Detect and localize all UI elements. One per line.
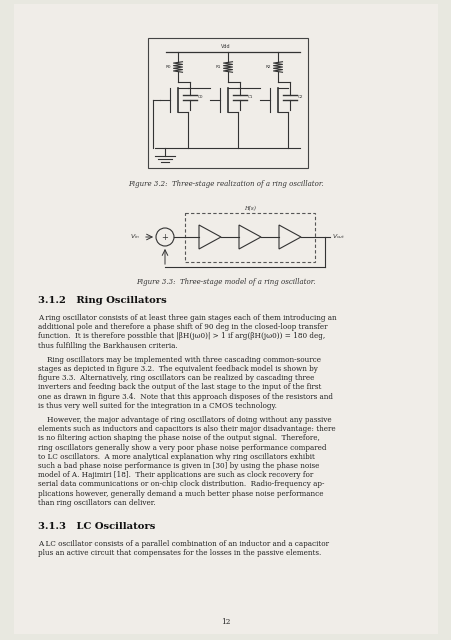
Text: such a bad phase noise performance is given in [30] by using the phase noise: such a bad phase noise performance is gi… — [38, 462, 319, 470]
Text: than ring oscillators can deliver.: than ring oscillators can deliver. — [38, 499, 155, 507]
Text: inverters and feeding back the output of the last stage to the input of the firs: inverters and feeding back the output of… — [38, 383, 321, 392]
Text: A ring oscillator consists of at least three gain stages each of them introducin: A ring oscillator consists of at least t… — [38, 314, 336, 322]
Text: additional pole and therefore a phase shift of 90 deg in the closed-loop transfe: additional pole and therefore a phase sh… — [38, 323, 327, 332]
Text: serial data communications or on-chip clock distribution.  Radio-frequency ap-: serial data communications or on-chip cl… — [38, 481, 324, 488]
Text: elements such as inductors and capacitors is also their major disadvantage: ther: elements such as inductors and capacitor… — [38, 425, 335, 433]
Text: Vdd: Vdd — [221, 44, 230, 49]
Text: C2: C2 — [297, 95, 303, 99]
Text: stages as depicted in figure 3.2.  The equivalent feedback model is shown by: stages as depicted in figure 3.2. The eq… — [38, 365, 317, 373]
Text: Figure 3.2:  Three-stage realization of a ring oscillator.: Figure 3.2: Three-stage realization of a… — [128, 180, 323, 188]
Text: R1: R1 — [215, 65, 221, 69]
Text: However, the major advantage of ring oscillators of doing without any passive: However, the major advantage of ring osc… — [38, 416, 331, 424]
Text: +: + — [161, 232, 168, 241]
Text: 12: 12 — [221, 618, 230, 626]
Text: R2: R2 — [265, 65, 271, 69]
Text: model of A. Hajimiri [18].  Their applications are such as clock recovery for: model of A. Hajimiri [18]. Their applica… — [38, 471, 313, 479]
Bar — [147, 38, 307, 168]
Text: 3.1.2   Ring Oscillators: 3.1.2 Ring Oscillators — [38, 296, 166, 305]
Text: to LC oscillators.  A more analytical explanation why ring oscillators exhibit: to LC oscillators. A more analytical exp… — [38, 453, 314, 461]
Text: C1: C1 — [248, 95, 253, 99]
Text: plications however, generally demand a much better phase noise performance: plications however, generally demand a m… — [38, 490, 323, 498]
Text: H(s): H(s) — [244, 206, 255, 211]
Text: $V_{out}$: $V_{out}$ — [331, 232, 345, 241]
Text: 3.1.3   LC Oscillators: 3.1.3 LC Oscillators — [38, 522, 155, 531]
Text: is no filtering action shaping the phase noise of the output signal.  Therefore,: is no filtering action shaping the phase… — [38, 435, 319, 442]
Text: plus an active circuit that compensates for the losses in the passive elements.: plus an active circuit that compensates … — [38, 549, 321, 557]
Text: is thus very well suited for the integration in a CMOS technology.: is thus very well suited for the integra… — [38, 402, 276, 410]
Text: ring oscillators generally show a very poor phase noise performance compared: ring oscillators generally show a very p… — [38, 444, 326, 452]
Text: Figure 3.3:  Three-stage model of a ring oscillator.: Figure 3.3: Three-stage model of a ring … — [136, 278, 315, 286]
Bar — [184, 213, 314, 262]
Text: Ring oscillators may be implemented with three cascading common-source: Ring oscillators may be implemented with… — [38, 356, 320, 364]
Text: $V_{in}$: $V_{in}$ — [130, 232, 140, 241]
Text: R0: R0 — [165, 65, 170, 69]
Text: figure 3.3.  Alternatively, ring oscillators can be realized by cascading three: figure 3.3. Alternatively, ring oscillat… — [38, 374, 314, 382]
Text: one as drawn in figure 3.4.  Note that this approach disposes of the resistors a: one as drawn in figure 3.4. Note that th… — [38, 392, 332, 401]
Text: A LC oscillator consists of a parallel combination of an inductor and a capacito: A LC oscillator consists of a parallel c… — [38, 540, 328, 548]
Text: function.  It is therefore possible that |βH(jω0)| > 1 if arg(βH(jω0)) = 180 deg: function. It is therefore possible that … — [38, 332, 324, 340]
Text: C0: C0 — [198, 95, 203, 99]
Text: thus fulfilling the Barkhausen criteria.: thus fulfilling the Barkhausen criteria. — [38, 342, 177, 349]
